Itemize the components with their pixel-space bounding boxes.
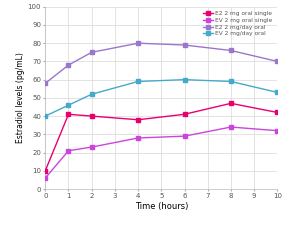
EV 2 mg oral single: [276, 129, 279, 132]
EV 2 mg/day oral: [90, 93, 93, 96]
E2 2 mg oral single: [229, 102, 233, 105]
E2 2 mg/day oral: [183, 44, 186, 46]
EV 2 mg oral single: [90, 146, 93, 148]
E2 2 mg oral single: [136, 118, 140, 121]
E2 2 mg/day oral: [67, 64, 70, 66]
E2 2 mg oral single: [276, 111, 279, 114]
E2 2 mg/day oral: [44, 82, 47, 85]
E2 2 mg/day oral: [229, 49, 233, 52]
EV 2 mg/day oral: [44, 115, 47, 117]
EV 2 mg/day oral: [67, 104, 70, 106]
E2 2 mg oral single: [90, 115, 93, 117]
EV 2 mg/day oral: [229, 80, 233, 83]
Legend: E2 2 mg oral single, EV 2 mg oral single, E2 2 mg/day oral, EV 2 mg/day oral: E2 2 mg oral single, EV 2 mg oral single…: [201, 10, 275, 38]
EV 2 mg oral single: [229, 126, 233, 128]
Y-axis label: Estradiol levels (pg/mL): Estradiol levels (pg/mL): [16, 52, 25, 143]
EV 2 mg oral single: [44, 177, 47, 179]
E2 2 mg oral single: [183, 113, 186, 116]
EV 2 mg oral single: [183, 135, 186, 137]
Line: EV 2 mg/day oral: EV 2 mg/day oral: [44, 78, 279, 118]
E2 2 mg/day oral: [276, 60, 279, 63]
EV 2 mg oral single: [67, 149, 70, 152]
EV 2 mg/day oral: [276, 91, 279, 94]
X-axis label: Time (hours): Time (hours): [135, 202, 188, 211]
EV 2 mg/day oral: [136, 80, 140, 83]
Line: E2 2 mg/day oral: E2 2 mg/day oral: [44, 41, 279, 85]
E2 2 mg oral single: [67, 113, 70, 116]
E2 2 mg/day oral: [90, 51, 93, 54]
E2 2 mg oral single: [44, 169, 47, 172]
E2 2 mg/day oral: [136, 42, 140, 45]
EV 2 mg/day oral: [183, 78, 186, 81]
Line: E2 2 mg oral single: E2 2 mg oral single: [44, 102, 279, 173]
Line: EV 2 mg oral single: EV 2 mg oral single: [44, 125, 279, 180]
EV 2 mg oral single: [136, 137, 140, 139]
